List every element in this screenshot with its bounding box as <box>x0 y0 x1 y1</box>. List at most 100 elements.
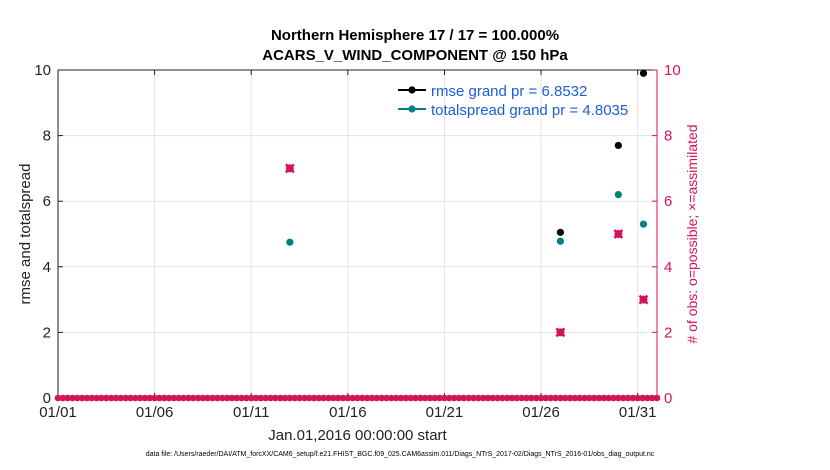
obs-zero-marker <box>64 394 71 402</box>
obs-zero-marker <box>412 394 419 402</box>
obs-zero-marker <box>204 394 212 402</box>
obs-zero-marker <box>595 394 603 402</box>
obs-zero-marker <box>238 394 245 402</box>
obs-zero-marker <box>233 394 241 402</box>
obs-zero-marker <box>552 394 559 402</box>
obs-zero-marker <box>388 394 395 402</box>
obs-zero-marker <box>426 394 434 402</box>
obs-zero-marker <box>117 394 125 402</box>
obs-zero-marker <box>644 394 651 402</box>
obs-zero-marker <box>247 394 255 402</box>
y-tick-label-right: 2 <box>664 324 672 341</box>
obs-zero-marker <box>619 394 627 402</box>
obs-zero-marker <box>537 394 545 402</box>
obs-zero-marker <box>185 394 192 402</box>
obs-zero-marker <box>460 394 468 402</box>
x-tick-label: 01/01 <box>39 404 77 421</box>
obs-zero-marker <box>629 394 637 402</box>
obs-zero-marker <box>445 394 453 402</box>
obs-zero-marker <box>610 394 617 402</box>
obs-zero-marker <box>146 394 154 402</box>
y-tick-label-left: 2 <box>43 324 51 341</box>
obs-zero-marker <box>508 394 516 402</box>
obs-zero-marker <box>83 394 91 402</box>
chart-title-line2: ACARS_V_WIND_COMPONENT @ 150 hPa <box>262 47 568 64</box>
x-tick-label: 01/06 <box>136 404 174 421</box>
obs-zero-marker <box>518 394 526 402</box>
obs-zero-marker <box>465 394 472 402</box>
obs-zero-marker <box>359 394 366 402</box>
obs-zero-marker <box>194 394 202 402</box>
totalspread-point <box>639 220 648 228</box>
obs-zero-marker <box>421 394 429 402</box>
x-axis-label: Jan.01,2016 00:00:00 start <box>268 427 447 444</box>
obs-zero-marker <box>450 394 458 402</box>
obs-zero-marker <box>547 394 555 402</box>
totalspread-point <box>556 237 564 245</box>
data-file-footer: data file: /Users/raeder/DAI/ATM_forcXX/… <box>145 451 655 458</box>
obs-zero-marker <box>228 394 236 402</box>
y-tick-label-left: 4 <box>43 259 51 276</box>
y-tick-label-right: 4 <box>664 259 672 276</box>
obs-zero-marker <box>141 394 149 402</box>
obs-assimilated-point <box>613 229 624 239</box>
legend-marker <box>408 86 416 94</box>
obs-zero-marker <box>561 394 569 402</box>
y-axis-label-left: rmse and totalspread <box>17 164 34 305</box>
obs-zero-marker <box>528 394 535 402</box>
y-tick-label-left: 6 <box>43 193 51 210</box>
obs-zero-marker <box>470 394 477 402</box>
obs-zero-marker <box>276 394 284 402</box>
obs-zero-marker <box>74 394 81 402</box>
obs-zero-marker <box>136 394 144 402</box>
obs-zero-marker <box>600 394 608 402</box>
obs-zero-marker <box>576 394 584 402</box>
obs-zero-marker <box>407 394 414 402</box>
obs-zero-marker <box>151 394 158 402</box>
obs-zero-marker <box>78 394 86 402</box>
obs-zero-marker <box>373 394 381 402</box>
obs-zero-marker <box>634 394 641 402</box>
x-tick-label: 01/21 <box>426 404 464 421</box>
rmse-point <box>556 228 564 236</box>
obs-zero-marker <box>296 394 303 402</box>
obs-zero-marker <box>363 394 371 402</box>
legend-entry: rmse grand pr = 6.8532 <box>431 83 587 100</box>
obs-zero-marker <box>474 394 482 402</box>
obs-zero-marker <box>513 394 521 402</box>
obs-assimilated-point <box>284 163 295 174</box>
obs-zero-marker <box>286 394 294 402</box>
obs-zero-marker <box>397 394 405 402</box>
x-tick-label: 01/16 <box>329 404 367 421</box>
obs-zero-marker <box>653 394 661 402</box>
totalspread-point <box>286 238 294 246</box>
x-tick-label: 01/26 <box>522 404 560 421</box>
rmse-point <box>639 69 648 77</box>
y-tick-label-right: 10 <box>664 62 681 79</box>
obs-zero-marker <box>214 394 221 402</box>
obs-zero-marker <box>59 394 67 402</box>
obs-zero-marker <box>103 394 110 402</box>
obs-zero-marker <box>69 394 76 402</box>
obs-zero-marker <box>532 394 540 402</box>
obs-zero-marker <box>590 394 598 402</box>
obs-zero-marker <box>218 394 226 402</box>
legend-entry: totalspread grand pr = 4.8035 <box>431 102 628 119</box>
y-tick-label-right: 8 <box>664 128 672 145</box>
obs-zero-marker <box>542 394 550 402</box>
obs-zero-marker <box>262 394 270 402</box>
obs-zero-marker <box>378 394 385 402</box>
obs-zero-marker <box>189 394 197 402</box>
y-axis-label-right: # of obs: o=possible; ×=assimilated <box>684 124 700 343</box>
obs-zero-marker <box>272 394 279 402</box>
obs-zero-marker <box>523 394 530 402</box>
obs-zero-marker <box>402 394 410 402</box>
obs-zero-marker <box>436 394 443 402</box>
obs-zero-marker <box>648 394 656 402</box>
obs-zero-marker <box>310 394 318 402</box>
obs-zero-marker <box>586 394 593 402</box>
obs-zero-marker <box>156 394 163 402</box>
obs-zero-marker <box>349 394 356 402</box>
obs-zero-marker <box>354 394 361 402</box>
obs-zero-marker <box>165 394 173 402</box>
